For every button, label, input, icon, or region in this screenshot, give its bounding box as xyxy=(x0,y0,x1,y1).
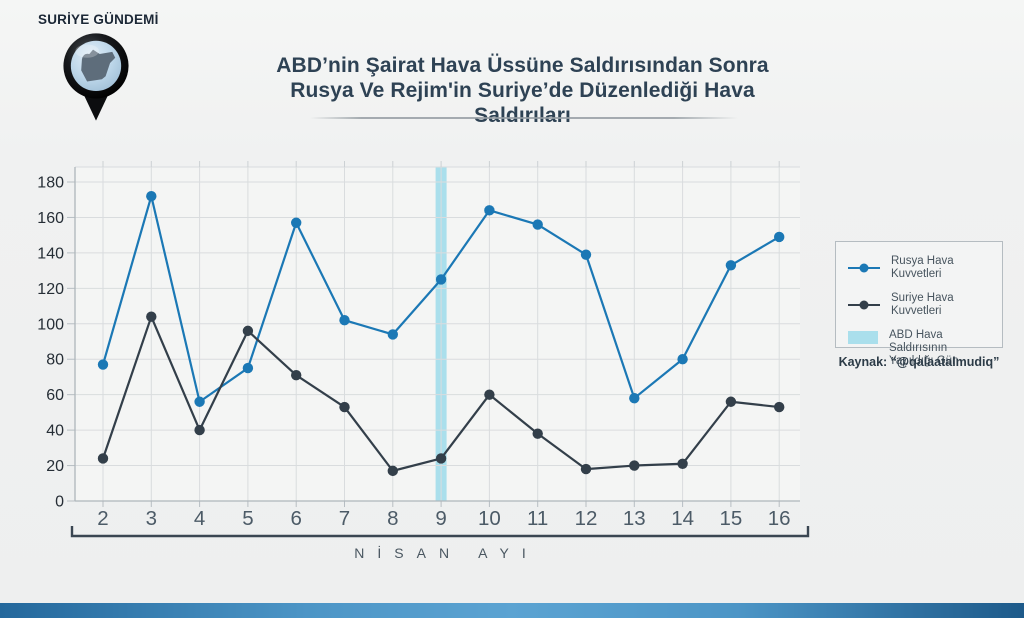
legend-item-syria: Suriye Hava Kuvvetleri xyxy=(848,292,1002,318)
data-point xyxy=(194,424,205,436)
russia-line-swatch xyxy=(848,263,880,273)
y-tick-label: 40 xyxy=(46,423,64,440)
x-axis-group-label: NİSAN AYI xyxy=(354,545,539,561)
x-tick-label: 16 xyxy=(768,507,791,530)
y-tick-label: 140 xyxy=(37,245,64,262)
axis-ticks xyxy=(67,161,780,507)
title-line-1: ABD’nin Şairat Hava Üssüne Saldırısından… xyxy=(276,54,769,77)
strike-day-line-1: ABD Hava Saldırısının xyxy=(889,329,948,354)
x-tick-label: 8 xyxy=(387,507,398,530)
syria-series xyxy=(97,311,785,477)
data-point xyxy=(677,354,688,365)
data-point xyxy=(629,393,640,404)
legend-label-strike-day: ABD Hava Saldırısının Yapıldığı Gün xyxy=(889,329,1002,368)
data-point xyxy=(146,311,157,322)
data-point xyxy=(194,396,205,407)
data-point xyxy=(580,463,592,475)
data-point xyxy=(580,249,592,260)
data-point xyxy=(484,389,495,400)
x-tick-label: 13 xyxy=(623,507,646,530)
russia-series xyxy=(97,190,785,407)
y-tick-label: 180 xyxy=(37,175,64,192)
y-tick-label: 80 xyxy=(46,352,64,369)
syria-map-shape xyxy=(81,49,116,82)
syria-map-pin-icon xyxy=(63,33,129,121)
x-tick-label: 5 xyxy=(242,507,253,530)
data-point xyxy=(774,401,785,413)
data-point xyxy=(387,465,398,477)
data-point xyxy=(725,260,737,271)
legend-item-strike-day: ABD Hava Saldırısının Yapıldığı Gün xyxy=(848,329,1002,368)
x-tick-label: 14 xyxy=(671,507,694,530)
data-point xyxy=(484,205,495,216)
data-point xyxy=(725,396,737,407)
chart-legend: Rusya Hava Kuvvetleri Suriye Hava Kuvvet… xyxy=(835,241,1003,367)
data-point xyxy=(242,325,254,337)
data-point xyxy=(435,453,447,464)
y-tick-label: 120 xyxy=(37,281,64,298)
data-point xyxy=(677,458,688,469)
y-tick-label: 60 xyxy=(46,387,64,404)
x-tick-label: 9 xyxy=(435,507,446,530)
page-title: ABD’nin Şairat Hava Üssüne Saldırısından… xyxy=(240,53,805,128)
y-tick-label: 160 xyxy=(37,210,64,227)
x-tick-label: 15 xyxy=(719,507,742,530)
data-point xyxy=(97,453,109,464)
gridlines xyxy=(75,166,800,501)
data-point xyxy=(629,460,640,471)
y-tick-label: 20 xyxy=(46,458,64,475)
data-point xyxy=(339,315,350,326)
x-axis-labels: 2 3 4 5 6 7 8 9 10 11 12 13 14 15 16 xyxy=(97,507,790,530)
data-point xyxy=(532,428,543,439)
syria-line-swatch xyxy=(848,300,880,310)
y-axis-labels: 0 20 40 60 80 100 120 140 160 180 xyxy=(37,175,64,511)
russia-dot-icon xyxy=(859,263,869,273)
strike-band-swatch xyxy=(848,331,878,344)
data-point xyxy=(146,190,157,202)
title-divider xyxy=(310,117,738,119)
x-tick-label: 7 xyxy=(339,507,350,530)
strike-day-line-2: Yapıldığı Gün xyxy=(889,355,959,367)
data-point xyxy=(291,369,302,381)
source-attribution: Kaynak: “@qalaatalmudiq” xyxy=(838,355,1000,369)
x-tick-label: 11 xyxy=(527,507,548,530)
x-tick-label: 4 xyxy=(194,507,205,530)
brand-logo: SURİYE GÜNDEMİ xyxy=(38,12,159,123)
y-tick-label: 100 xyxy=(37,316,64,333)
footer-bar xyxy=(0,603,1024,618)
data-point xyxy=(97,359,109,370)
x-tick-label: 2 xyxy=(97,507,108,530)
x-axis-bracket xyxy=(70,526,810,538)
data-point xyxy=(435,274,447,285)
y-tick-label: 0 xyxy=(55,494,64,511)
data-point xyxy=(532,219,543,230)
legend-label-syria: Suriye Hava Kuvvetleri xyxy=(891,292,954,317)
data-point xyxy=(339,401,350,413)
title-line-2: Rusya Ve Rejim'in Suriye’de Düzenlediği … xyxy=(290,79,755,127)
brand-name: SURİYE GÜNDEMİ xyxy=(38,12,159,27)
data-point xyxy=(774,231,785,243)
syria-dot-icon xyxy=(859,300,869,310)
data-point xyxy=(291,217,302,228)
axes xyxy=(74,167,800,502)
data-point xyxy=(387,329,398,340)
x-tick-label: 6 xyxy=(290,507,301,530)
x-tick-label: 10 xyxy=(478,507,501,530)
x-tick-label: 3 xyxy=(146,507,157,530)
data-point xyxy=(242,362,254,374)
legend-label-russia: Rusya Hava Kuvvetleri xyxy=(891,255,954,280)
legend-item-russia: Rusya Hava Kuvvetleri xyxy=(848,255,1002,281)
x-tick-label: 12 xyxy=(575,507,598,530)
